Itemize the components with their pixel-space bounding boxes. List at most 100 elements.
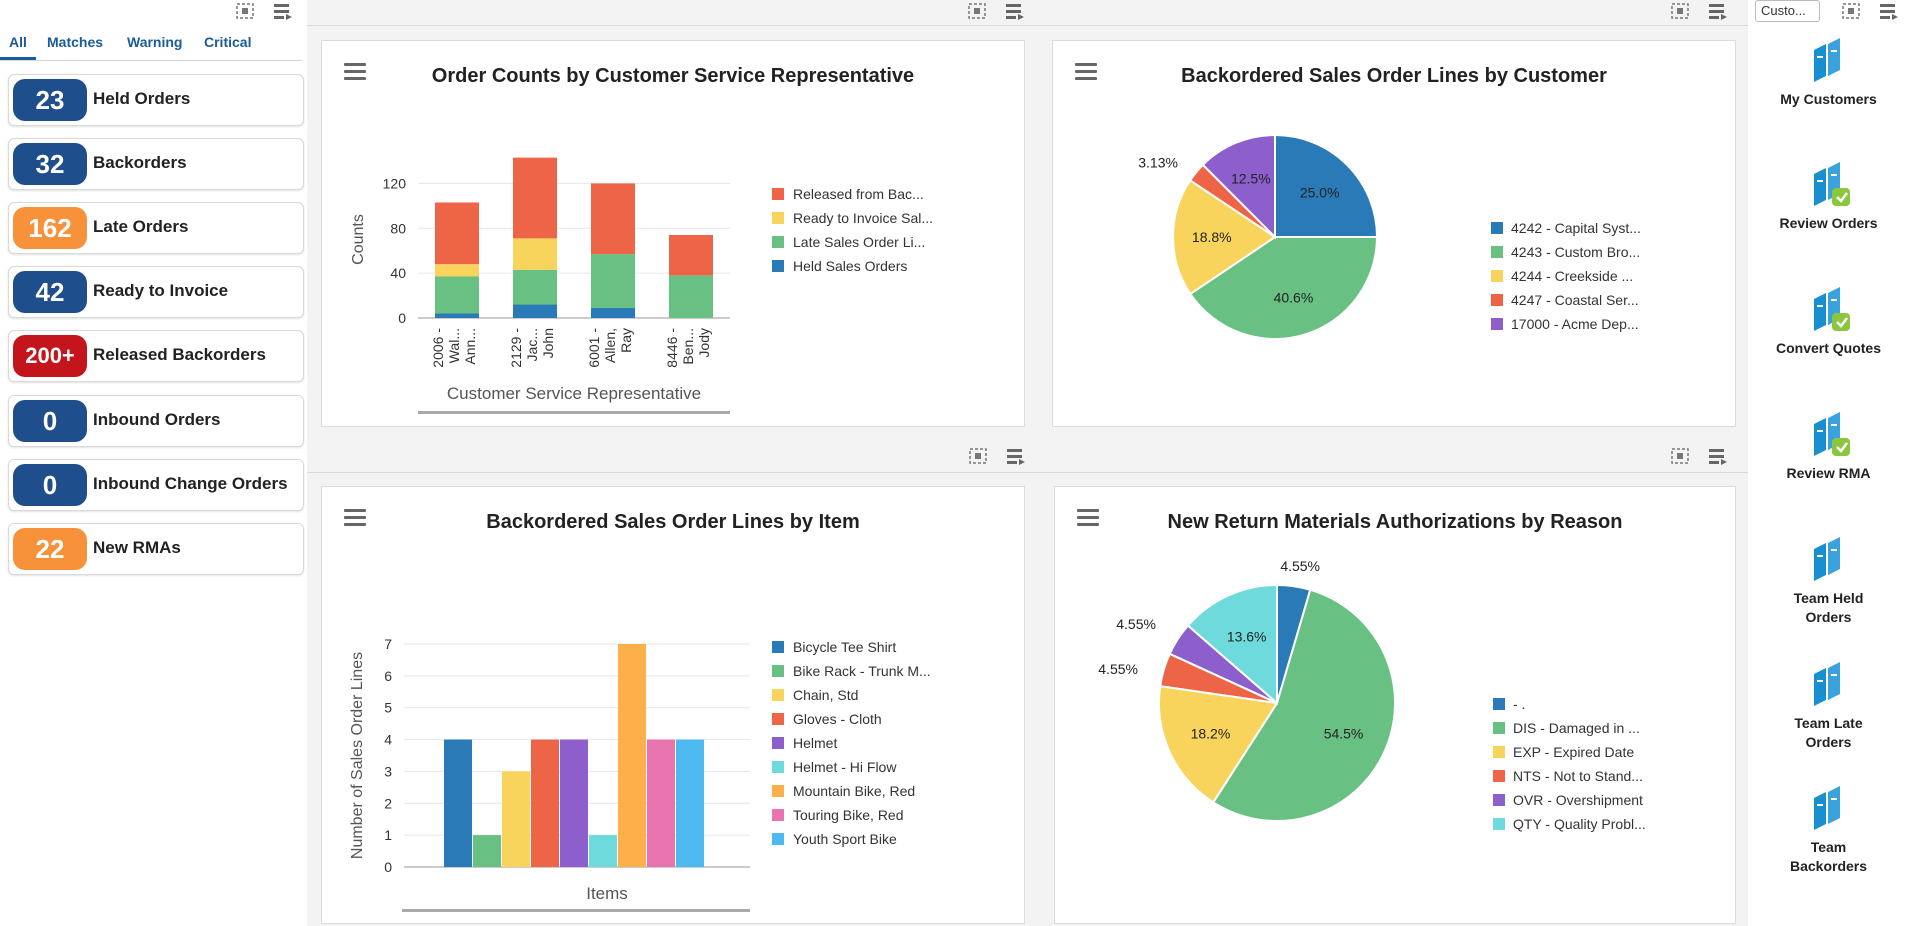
bar [444, 739, 472, 867]
y-tick-label: 120 [383, 175, 407, 191]
menu-options-icon[interactable] [1707, 1, 1729, 21]
legend-swatch [772, 809, 784, 821]
expand-icon[interactable] [1669, 446, 1691, 466]
legend-label: Touring Bike, Red [793, 807, 904, 823]
legend-label: QTY - Quality Probl... [1513, 816, 1646, 832]
bar-segment [669, 275, 713, 318]
tab-critical[interactable]: Critical [204, 34, 252, 50]
bar-segment [591, 183, 635, 255]
expand-icon[interactable] [966, 1, 988, 21]
legend-swatch [1493, 770, 1505, 782]
item-chart-card: Backordered Sales Order Lines by Item 0 1… [321, 486, 1025, 924]
customer-chart-card: Backordered Sales Order Lines by Custome… [1052, 40, 1736, 427]
bar-segment [513, 304, 557, 318]
tab-warning[interactable]: Warning [127, 34, 183, 50]
legend-label: 4244 - Creekside ... [1511, 268, 1633, 284]
bar-segment [513, 238, 557, 270]
y-tick-label: 4 [384, 732, 392, 748]
menu-options-icon[interactable] [1878, 1, 1900, 21]
chart-menu-icon[interactable] [1075, 63, 1097, 81]
alert-count-badge: 0 [13, 400, 87, 442]
pie-data-label: 25.0% [1300, 184, 1340, 200]
menu-options-icon[interactable] [1005, 446, 1027, 466]
legend-swatch [772, 212, 784, 224]
alert-label: Ready to Invoice [93, 281, 229, 300]
chart-menu-icon[interactable] [344, 63, 366, 81]
legend-swatch [1491, 294, 1503, 306]
alert-held-orders[interactable]: 23 Held Orders [8, 74, 304, 126]
legend-label: 4243 - Custom Bro... [1511, 244, 1640, 260]
bar [473, 835, 501, 867]
launch-review-orders[interactable]: Review Orders [1750, 162, 1907, 233]
bar [676, 739, 704, 867]
document-badge-icon [1813, 412, 1850, 456]
launch-convert-quotes[interactable]: Convert Quotes [1750, 287, 1907, 358]
legend-label: Held Sales Orders [793, 258, 907, 274]
bar [618, 644, 646, 867]
chart-menu-icon[interactable] [344, 509, 366, 527]
menu-options-icon[interactable] [1707, 446, 1729, 466]
launch-team-late-orders[interactable]: Team Late Orders [1750, 662, 1907, 752]
y-tick-label: 1 [384, 827, 392, 843]
alert-ready-to-invoice[interactable]: 42 Ready to Invoice [8, 266, 304, 318]
legend-swatch [772, 641, 784, 653]
launch-label: Team Held Orders [1793, 590, 1864, 625]
alert-released-backorders[interactable]: 200+ Released Backorders [8, 330, 304, 382]
alert-inbound-change-orders[interactable]: 0 Inbound Change Orders [8, 459, 304, 511]
launch-team-backorders[interactable]: Team Backorders [1750, 786, 1907, 876]
alert-late-orders[interactable]: 162 Late Orders [8, 202, 304, 254]
alert-label: Late Orders [93, 217, 189, 236]
launchpad-tab[interactable]: Custo... [1755, 0, 1820, 22]
alert-label: Backorders [93, 153, 187, 172]
alert-label: Inbound Orders [93, 410, 221, 429]
legend-swatch [772, 665, 784, 677]
tab-matches[interactable]: Matches [47, 34, 104, 50]
alert-backorders[interactable]: 32 Backorders [8, 138, 304, 190]
x-tick-label: 2129 - [508, 328, 524, 368]
legend-swatch [772, 785, 784, 797]
y-axis-label: Number of Sales Order Lines [349, 652, 366, 859]
alert-label: Held Orders [93, 89, 191, 108]
pie-slice [1201, 133, 1276, 240]
chart-title: Backordered Sales Order Lines by Custome… [1181, 65, 1607, 87]
legend-swatch [772, 689, 784, 701]
alert-inbound-orders[interactable]: 0 Inbound Orders [8, 395, 304, 447]
y-tick-label: 3 [384, 763, 392, 779]
chart-title: Backordered Sales Order Lines by Item [486, 511, 860, 533]
expand-icon[interactable] [1669, 1, 1691, 21]
legend-label: Youth Sport Bike [793, 831, 897, 847]
menu-options-icon[interactable] [1004, 1, 1026, 21]
legend-swatch [1491, 318, 1503, 330]
rma-chart: 4.55% - . 54.5% DIS - Damaged in ... 18.2% EX… [1098, 558, 1646, 832]
document-stack-icon [1813, 38, 1840, 82]
bar [647, 739, 675, 867]
x-tick-label: Jac... [524, 328, 540, 361]
pie-data-label: 4.55% [1280, 558, 1320, 574]
y-tick-label: 7 [384, 636, 392, 652]
chart-menu-icon[interactable] [1077, 509, 1099, 527]
expand-icon[interactable] [1840, 1, 1862, 21]
pie-slice [1274, 133, 1379, 239]
legend-label: 4242 - Capital Syst... [1511, 220, 1641, 236]
expand-icon[interactable] [967, 446, 989, 466]
x-tick-label: Allen, [602, 328, 618, 363]
launch-my-customers[interactable]: My Customers [1750, 38, 1907, 109]
alert-count-badge: 22 [13, 528, 87, 570]
legend-swatch [772, 833, 784, 845]
tab-all[interactable]: All [9, 34, 27, 50]
y-tick-label: 80 [390, 220, 406, 236]
x-tick-label: Ray [618, 328, 634, 353]
chart-title: New Return Materials Authorizations by R… [1167, 511, 1623, 533]
menu-options-icon[interactable] [272, 1, 294, 21]
legend-swatch [772, 737, 784, 749]
y-tick-label: 0 [398, 310, 406, 326]
bar [560, 739, 588, 867]
alert-count-badge: 0 [13, 464, 87, 506]
pie-data-label: 54.5% [1324, 725, 1364, 741]
alert-new-rmas[interactable]: 22 New RMAs [8, 523, 304, 575]
legend-swatch [1491, 222, 1503, 234]
launch-review-rma[interactable]: Review RMA [1750, 412, 1907, 483]
expand-icon[interactable] [234, 1, 256, 21]
alert-count-badge: 200+ [13, 335, 87, 377]
launch-team-held-orders[interactable]: Team Held Orders [1750, 537, 1907, 627]
